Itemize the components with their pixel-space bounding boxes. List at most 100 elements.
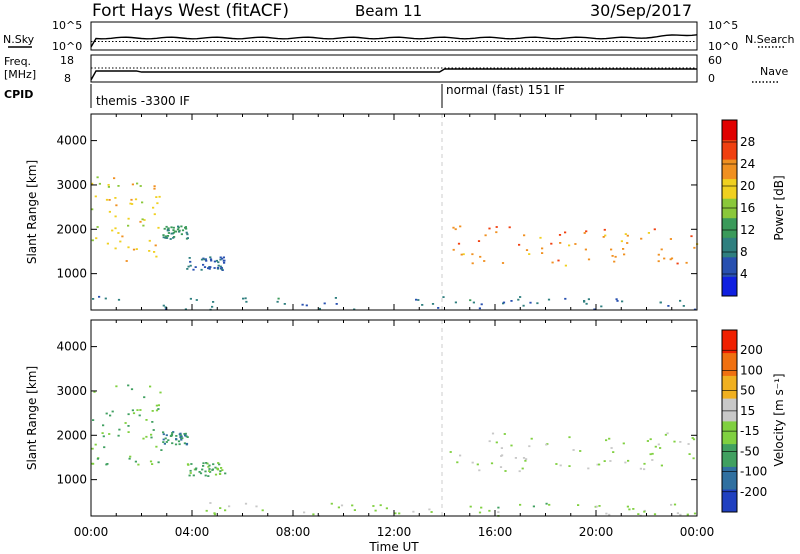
- scatter-cell: [101, 432, 104, 434]
- freq-right-tick-bottom: 0: [708, 72, 715, 85]
- y-tick-label: 1000: [56, 473, 87, 487]
- scatter-cell: [547, 298, 551, 301]
- colorbar-block: [722, 276, 737, 297]
- y-tick-label: 2000: [56, 428, 87, 442]
- scatter-cell: [157, 408, 160, 410]
- scatter-cell: [495, 226, 498, 228]
- velocity-colorbar-ticks: 200 100 50 15 -15 -50 -100 -200: [722, 343, 767, 499]
- scatter-cell: [501, 454, 504, 457]
- scatter-cell: [213, 513, 216, 516]
- scatter-cell: [372, 505, 375, 507]
- scatter-cell: [523, 234, 526, 237]
- scatter-cell: [220, 266, 223, 269]
- scatter-cell: [125, 260, 128, 262]
- scatter-cell: [224, 509, 227, 512]
- scatter-cell: [548, 503, 551, 506]
- colorbar-block: [722, 139, 737, 160]
- scatter-cell: [178, 443, 181, 446]
- scatter-cell: [643, 462, 646, 465]
- scatter-cell: [181, 229, 185, 232]
- scatter-cell: [143, 396, 146, 399]
- scatter-cell: [204, 470, 207, 473]
- scatter-cell: [469, 299, 472, 302]
- scatter-cell: [568, 244, 571, 247]
- scatter-cell: [351, 504, 354, 507]
- scatter-cell: [692, 457, 695, 460]
- scatter-cell: [167, 439, 170, 442]
- scatter-cell: [217, 261, 220, 264]
- scatter-cell: [180, 225, 183, 228]
- x-tick-label: 00:00: [680, 525, 715, 539]
- scatter-cell: [204, 258, 207, 261]
- scatter-cell: [353, 308, 356, 311]
- scatter-cell: [130, 198, 133, 201]
- scatter-cell: [669, 238, 672, 240]
- scatter-cell: [303, 511, 306, 514]
- scatter-cell: [657, 260, 660, 263]
- scatter-cell: [129, 202, 132, 205]
- freq-panel: Freq. [MHz] 18 8 60 0 Nave: [4, 54, 788, 85]
- colorbar-tick-label: -200: [740, 485, 767, 499]
- scatter-cell: [117, 185, 120, 187]
- scatter-cell: [143, 219, 146, 221]
- scatter-cell: [157, 461, 160, 464]
- scatter-cell: [622, 442, 625, 445]
- scatter-cell: [692, 438, 696, 441]
- scatter-cell: [472, 301, 475, 304]
- scatter-cell: [127, 224, 130, 227]
- scatter-cell: [499, 466, 503, 468]
- scatter-cell: [166, 235, 170, 237]
- scatter-cell: [102, 424, 105, 427]
- scatter-cell: [639, 467, 642, 470]
- scatter-cell: [334, 297, 337, 299]
- scatter-cell: [637, 513, 640, 515]
- scatter-cell: [195, 467, 198, 470]
- scatter-cell: [676, 262, 679, 265]
- scatter-cell: [457, 242, 461, 245]
- colorbar-block: [722, 398, 737, 422]
- scatter-cell: [490, 462, 494, 465]
- colorbar-tick-label: 8: [740, 245, 748, 259]
- scatter-cell: [212, 301, 215, 303]
- scatter-cell: [148, 239, 151, 242]
- scatter-cell: [149, 385, 152, 388]
- scatter-cell: [170, 232, 173, 235]
- scatter-cell: [518, 470, 521, 473]
- scatter-cell: [174, 443, 178, 446]
- scatter-cell: [189, 264, 192, 267]
- scatter-cell: [207, 475, 210, 477]
- noise-left-tick-top: 10^5: [52, 19, 82, 32]
- scatter-cell: [91, 447, 94, 450]
- scatter-cell: [177, 440, 181, 443]
- scatter-cell: [209, 502, 212, 504]
- scatter-cell: [162, 433, 165, 436]
- noise-right-tick-top: 10^5: [708, 19, 738, 32]
- scatter-cell: [480, 506, 483, 509]
- scatter-cell: [111, 229, 114, 232]
- scatter-cell: [462, 253, 465, 256]
- scatter-cell: [651, 459, 654, 461]
- scatter-cell: [134, 460, 137, 463]
- scatter-cell: [583, 232, 586, 234]
- scatter-cell: [91, 239, 94, 242]
- scatter-cell: [508, 226, 511, 229]
- scatter-cell: [587, 298, 590, 301]
- scatter-cell: [167, 227, 170, 230]
- noise-search-label: N.Search: [745, 33, 795, 46]
- scatter-cell: [195, 299, 198, 301]
- scatter-cell: [504, 470, 507, 472]
- colorbar-tick-label: 200: [740, 343, 763, 357]
- scatter-cell: [598, 505, 601, 507]
- scatter-cell: [673, 440, 676, 443]
- scatter-cell: [108, 433, 111, 435]
- scatter-cell: [154, 244, 157, 247]
- scatter-cell: [156, 202, 159, 205]
- scatter-cell: [574, 243, 577, 245]
- scatter-cell: [181, 437, 184, 440]
- scatter-cell: [164, 237, 167, 239]
- colorbar-block: [722, 237, 737, 258]
- scatter-cell: [616, 300, 619, 302]
- scatter-cell: [107, 184, 110, 186]
- scatter-cell: [106, 242, 109, 245]
- scatter-cell: [153, 213, 156, 216]
